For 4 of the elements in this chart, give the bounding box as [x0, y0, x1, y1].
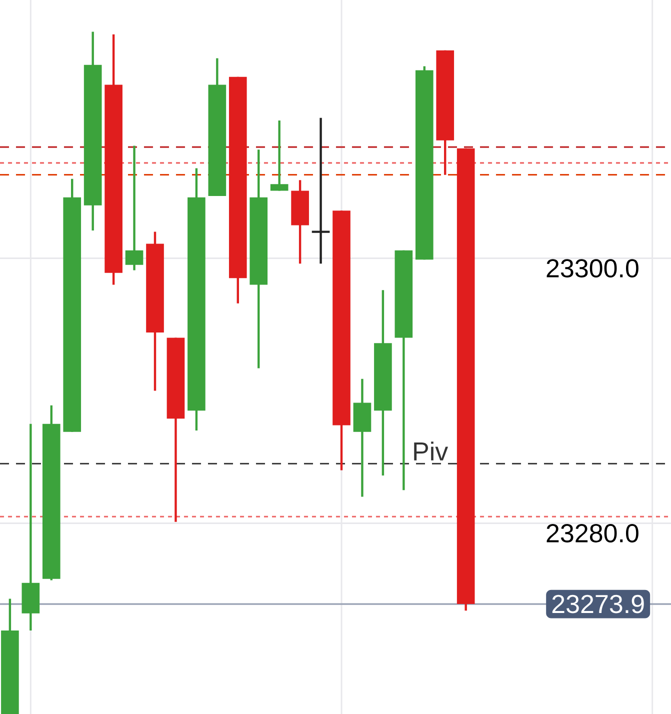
y-tick-label: 23300.0 — [546, 259, 638, 278]
ref-line-label: 23273.9 — [552, 594, 644, 614]
y-tick-label: 23280.0 — [546, 524, 638, 542]
ref-line-label: Piv — [414, 442, 448, 460]
